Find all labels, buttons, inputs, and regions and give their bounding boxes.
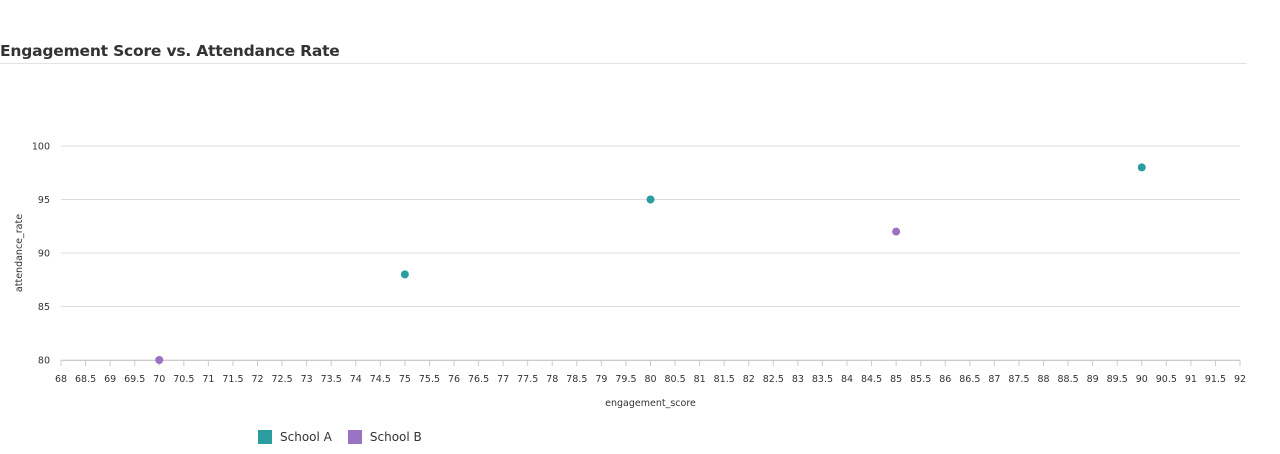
x-tick-label: 71.5 xyxy=(222,374,243,385)
x-tick-label: 92 xyxy=(1234,374,1246,385)
x-tick-label: 86.5 xyxy=(959,374,980,385)
grid-lines xyxy=(61,145,1240,361)
x-tick-label: 74 xyxy=(350,374,362,385)
data-point xyxy=(892,227,901,236)
x-tick-label: 78.5 xyxy=(566,374,587,385)
legend-label: School A xyxy=(280,430,332,444)
x-tick-label: 80 xyxy=(644,374,656,385)
legend-item[interactable]: School A xyxy=(258,430,332,444)
x-tick-label: 70 xyxy=(153,374,165,385)
x-tick-label: 72 xyxy=(251,374,263,385)
x-tick-label: 91.5 xyxy=(1205,374,1226,385)
y-tick-label: 85 xyxy=(38,302,50,313)
x-tick-label: 77 xyxy=(497,374,509,385)
x-tick-label: 76.5 xyxy=(468,374,489,385)
x-tick-label: 89 xyxy=(1087,374,1099,385)
x-tick-label: 86 xyxy=(939,374,951,385)
x-tick-label: 84 xyxy=(841,374,853,385)
x-tick-label: 81 xyxy=(694,374,706,385)
y-axis-title: attendance_rate xyxy=(14,214,25,292)
x-tick-label: 72.5 xyxy=(271,374,292,385)
x-tick-label: 91 xyxy=(1185,374,1197,385)
legend-item[interactable]: School B xyxy=(347,430,422,444)
data-point xyxy=(155,356,164,364)
data-points xyxy=(155,163,1146,364)
y-tick-label: 95 xyxy=(38,195,50,206)
x-tick-label: 73 xyxy=(301,374,313,385)
data-point xyxy=(1137,163,1146,172)
x-tick-label: 68.5 xyxy=(75,374,96,385)
x-tick-label: 87 xyxy=(988,374,1000,385)
x-tick-label: 71 xyxy=(202,374,214,385)
x-tick-label: 80.5 xyxy=(664,374,685,385)
legend-swatch xyxy=(258,430,272,444)
x-tick-label: 79 xyxy=(595,374,607,385)
x-tick-label: 75.5 xyxy=(419,374,440,385)
x-tick-label: 69 xyxy=(104,374,116,385)
legend-label: School B xyxy=(369,430,422,444)
legend-swatch xyxy=(347,430,362,444)
data-point xyxy=(400,270,409,279)
legend: School A School B xyxy=(258,430,438,444)
x-tick-label: 87.5 xyxy=(1008,374,1029,385)
x-tick-label: 82.5 xyxy=(763,374,784,385)
x-tick-label: 68 xyxy=(55,374,67,385)
x-tick-label: 78 xyxy=(546,374,558,385)
chart-title: Engagement Score vs. Attendance Rate xyxy=(0,42,340,60)
x-axis-ticks: 68 68.5 69 69.5 70 70.5 71 71.5 72 72.5 73 73.5 74 74… xyxy=(55,360,1246,385)
x-tick-label: 89.5 xyxy=(1107,374,1128,385)
x-tick-label: 90.5 xyxy=(1156,374,1177,385)
x-tick-label: 84.5 xyxy=(861,374,882,385)
x-tick-label: 90 xyxy=(1136,374,1148,385)
x-tick-label: 88 xyxy=(1037,374,1049,385)
x-tick-label: 83.5 xyxy=(812,374,833,385)
x-tick-label: 73.5 xyxy=(321,374,342,385)
x-tick-label: 83 xyxy=(792,374,804,385)
data-point xyxy=(646,195,655,204)
x-tick-label: 81.5 xyxy=(714,374,735,385)
x-axis-title: engagement_score xyxy=(605,398,696,409)
x-tick-label: 76 xyxy=(448,374,460,385)
y-tick-label: 90 xyxy=(38,249,50,260)
y-tick-label: 80 xyxy=(38,356,50,367)
title-divider xyxy=(0,63,1247,64)
x-tick-label: 70.5 xyxy=(173,374,194,385)
x-tick-label: 82 xyxy=(743,374,755,385)
y-tick-label: 100 xyxy=(32,142,50,153)
x-tick-label: 85 xyxy=(890,374,902,385)
x-tick-label: 74.5 xyxy=(370,374,391,385)
x-tick-label: 79.5 xyxy=(615,374,636,385)
x-tick-label: 77.5 xyxy=(517,374,538,385)
x-tick-label: 88.5 xyxy=(1057,374,1078,385)
x-tick-label: 75 xyxy=(399,374,411,385)
y-axis-ticks: 80 85 90 95 100 xyxy=(32,142,50,367)
x-tick-label: 85.5 xyxy=(910,374,931,385)
x-tick-label: 69.5 xyxy=(124,374,145,385)
